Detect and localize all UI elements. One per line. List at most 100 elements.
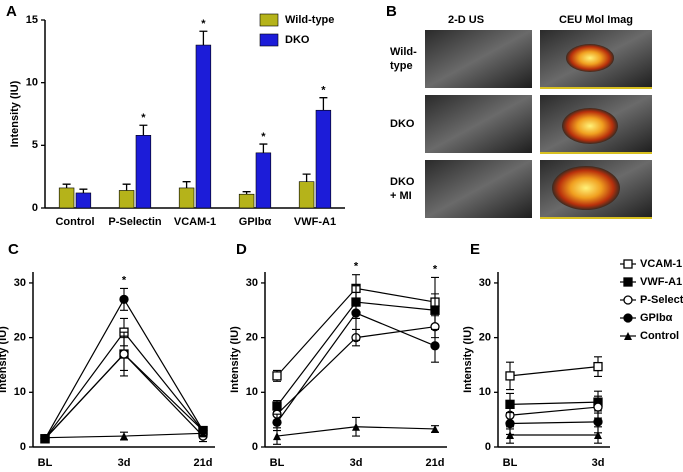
marker (594, 430, 602, 439)
x-tick-label: BL (38, 457, 53, 469)
ultrasound-image (425, 95, 532, 153)
legend-marker (623, 259, 633, 269)
panel-label: B (386, 3, 397, 20)
legend-marker (623, 313, 633, 323)
panel-label: A (6, 3, 17, 20)
marker (119, 294, 129, 304)
marker (351, 308, 361, 318)
x-tick-label: VCAM-1 (174, 216, 216, 228)
ultrasound-image (425, 30, 532, 88)
row-label: Wild- (390, 46, 417, 58)
x-tick-label: BL (270, 457, 285, 469)
y-tick-label: 10 (246, 386, 258, 398)
y-tick-label: 30 (14, 277, 26, 289)
y-tick-label: 10 (26, 77, 38, 89)
image-panel: B 2-D US CEU Mol Imag Wild-type DKO DKO + M… (386, 3, 652, 219)
row-label: DKO (390, 118, 415, 130)
significance: * (433, 263, 438, 275)
signal (566, 44, 614, 72)
significance: * (141, 112, 146, 124)
error-bar (259, 143, 268, 153)
marker (352, 422, 360, 431)
y-tick-label: 0 (252, 441, 258, 453)
marker (430, 305, 440, 315)
marker (431, 424, 439, 433)
y-tick-label: 15 (26, 14, 38, 26)
y-tick-label: 0 (20, 441, 26, 453)
row-label: DKO (390, 176, 415, 188)
bar (75, 192, 92, 209)
marker (593, 417, 603, 427)
significance: * (321, 85, 326, 97)
marker (506, 430, 514, 439)
y-tick-label: 30 (479, 277, 491, 289)
marker (272, 371, 282, 381)
error-bar (182, 181, 191, 188)
legend-label: P-Selectin (640, 294, 683, 306)
legend-label: Wild-type (285, 14, 334, 26)
column-header: CEU Mol Imag (559, 14, 633, 26)
error-bar (139, 124, 148, 136)
marker (593, 402, 603, 412)
marker (272, 417, 282, 428)
error-bar (122, 183, 131, 191)
chart: C Intensity (IU) 0 10 20 30 BL 3d 21d * (0, 241, 215, 469)
legend-marker (623, 295, 633, 305)
y-axis-label: Intensity (IU) (0, 326, 9, 393)
y-tick-label: 20 (14, 332, 26, 344)
row-label: + MI (390, 190, 412, 202)
y-axis-label: Intensity (IU) (9, 80, 21, 147)
marker (430, 341, 440, 351)
ultrasound-image (425, 160, 532, 218)
legend-label: VCAM-1 (640, 258, 682, 270)
x-tick-label: 21d (194, 457, 213, 469)
bar (135, 135, 152, 209)
error-bar (79, 188, 88, 193)
row-label: type (390, 60, 413, 72)
bar (315, 109, 332, 209)
line (509, 401, 599, 405)
legend-swatch (259, 33, 279, 47)
significance: * (354, 261, 359, 273)
line (509, 366, 599, 377)
x-tick-label: 3d (592, 457, 605, 469)
marker (593, 361, 603, 372)
y-tick-label: 0 (32, 202, 38, 214)
x-tick-label: GPIbα (239, 216, 272, 228)
column-header: 2-D US (448, 14, 484, 26)
y-tick-label: 0 (485, 441, 491, 453)
bar (238, 193, 255, 209)
y-tick-label: 10 (14, 386, 26, 398)
bar (178, 187, 195, 209)
legend-label: Control (640, 330, 679, 342)
y-tick-label: 20 (479, 332, 491, 344)
legend-label: DKO (285, 34, 310, 46)
x-tick-label: P-Selectin (108, 216, 161, 228)
error-bar (62, 183, 71, 188)
bar (58, 187, 75, 209)
panel-label: D (236, 241, 247, 258)
signal (562, 108, 618, 144)
legend-label: GPIbα (640, 312, 673, 324)
error-bar (302, 173, 311, 182)
y-tick-label: 10 (479, 386, 491, 398)
error-bar (319, 97, 328, 111)
significance: * (201, 18, 206, 30)
x-tick-label: 21d (426, 457, 445, 469)
marker (199, 429, 207, 438)
bar (255, 152, 272, 209)
legend-marker (623, 277, 633, 287)
significance: * (261, 131, 266, 143)
x-tick-label: 3d (118, 457, 131, 469)
x-tick-label: 3d (350, 457, 363, 469)
marker (120, 432, 128, 441)
legend-label: VWF-A1 (640, 276, 682, 288)
chart: D Intensity (IU) 0 10 20 30 BL 3d 21d * * (229, 241, 447, 469)
line (509, 421, 599, 425)
bar (118, 190, 135, 209)
chart: A Intensity (IU) 0 5 10 15 Control P-Selectin * V… (6, 3, 345, 228)
y-tick-label: 20 (246, 332, 258, 344)
line (509, 406, 599, 416)
